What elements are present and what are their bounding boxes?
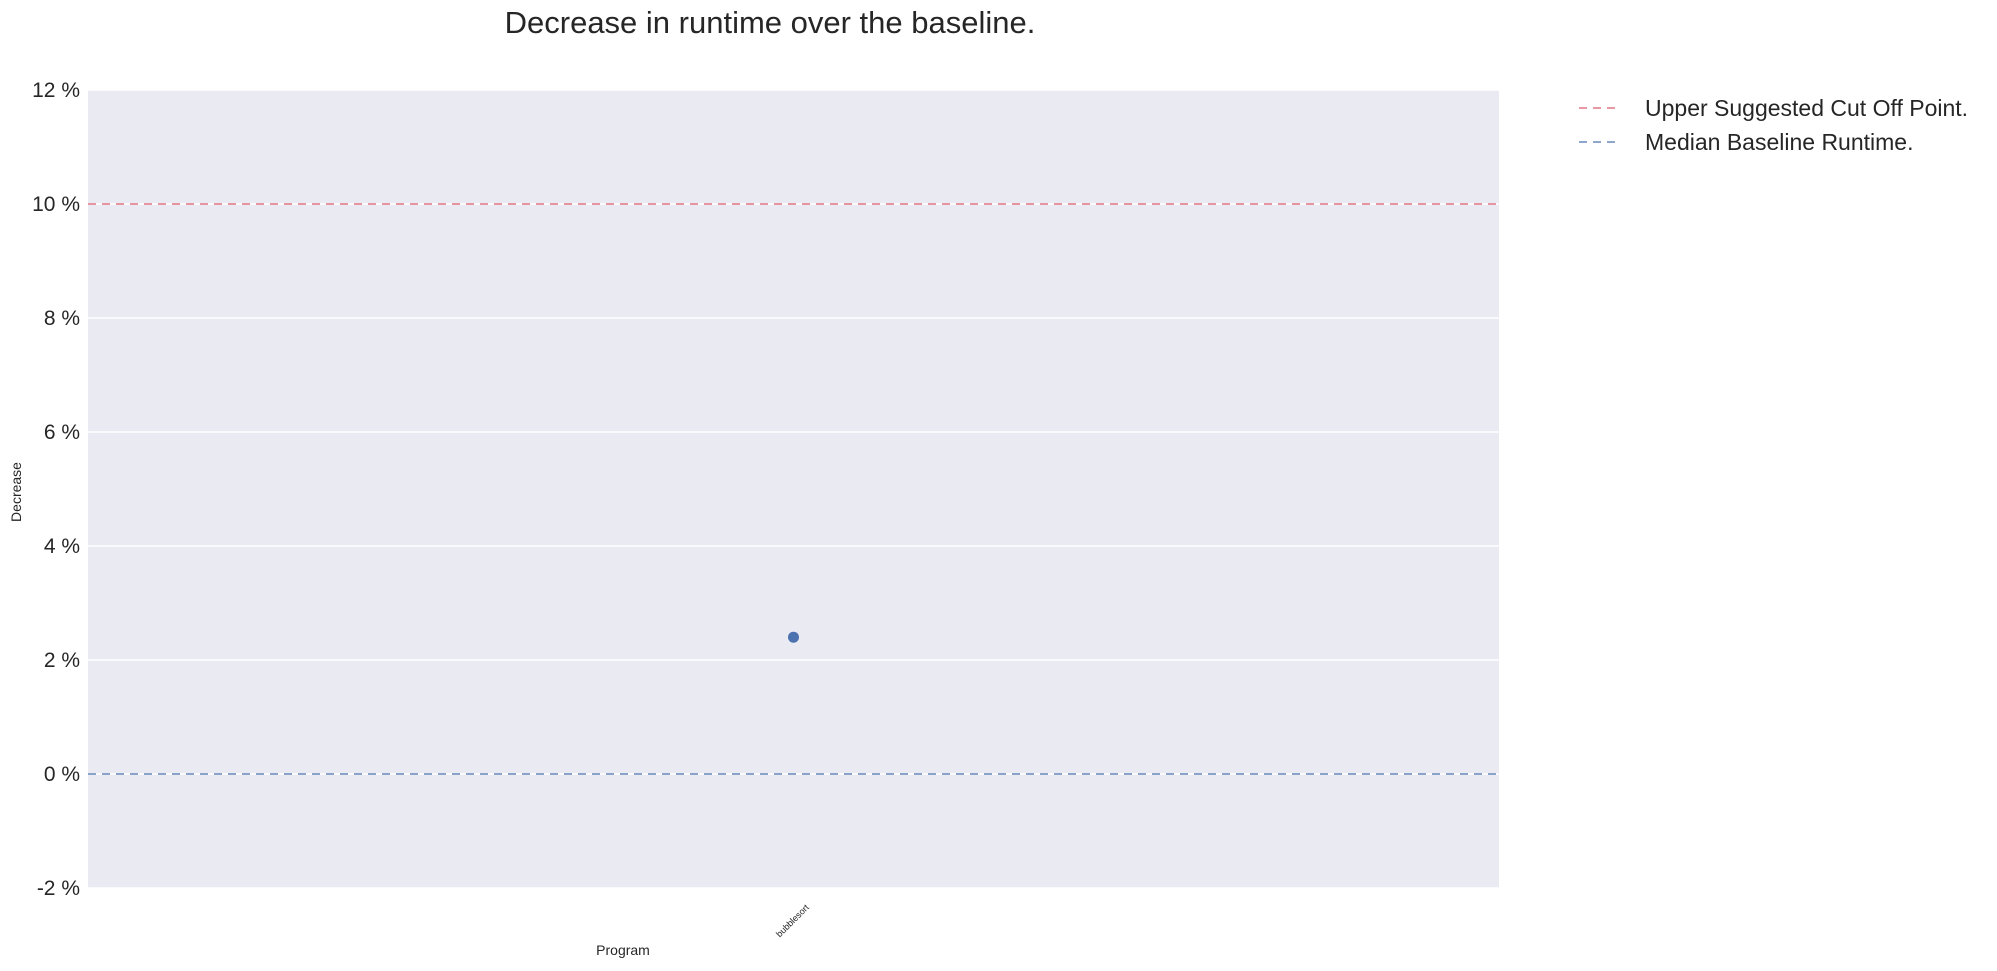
y-tick-label: 8 %: [44, 307, 80, 330]
data-points: [788, 631, 799, 643]
y-tick-label: 10 %: [32, 193, 80, 216]
x-tick-label: bubblesort: [774, 902, 811, 939]
legend-label: Median Baseline Runtime.: [1645, 129, 1913, 155]
grid-lines: [88, 89, 1499, 889]
y-tick-label: 2 %: [44, 649, 80, 672]
y-tick-label: -2 %: [37, 877, 80, 900]
legend-label: Upper Suggested Cut Off Point.: [1645, 95, 1968, 121]
data-point: [788, 631, 799, 643]
y-tick-label: 4 %: [44, 535, 80, 558]
y-tick-labels: -2 % 0 % 2 % 4 % 6 % 8 % 10 % 12 %: [32, 79, 80, 900]
y-tick-label: 6 %: [44, 421, 80, 444]
y-tick-label: 12 %: [32, 79, 80, 102]
legend: Upper Suggested Cut Off Point. Median Bas…: [1579, 95, 1968, 155]
y-tick-label: 0 %: [44, 763, 80, 786]
plot-area: [88, 90, 1499, 888]
y-axis-label: Decrease: [8, 462, 24, 522]
x-axis-label: Program: [596, 942, 650, 958]
reference-lines: [88, 203, 1499, 775]
x-tick-labels: bubblesort: [774, 902, 811, 939]
chart-title: Decrease in runtime over the baseline.: [505, 5, 1036, 40]
